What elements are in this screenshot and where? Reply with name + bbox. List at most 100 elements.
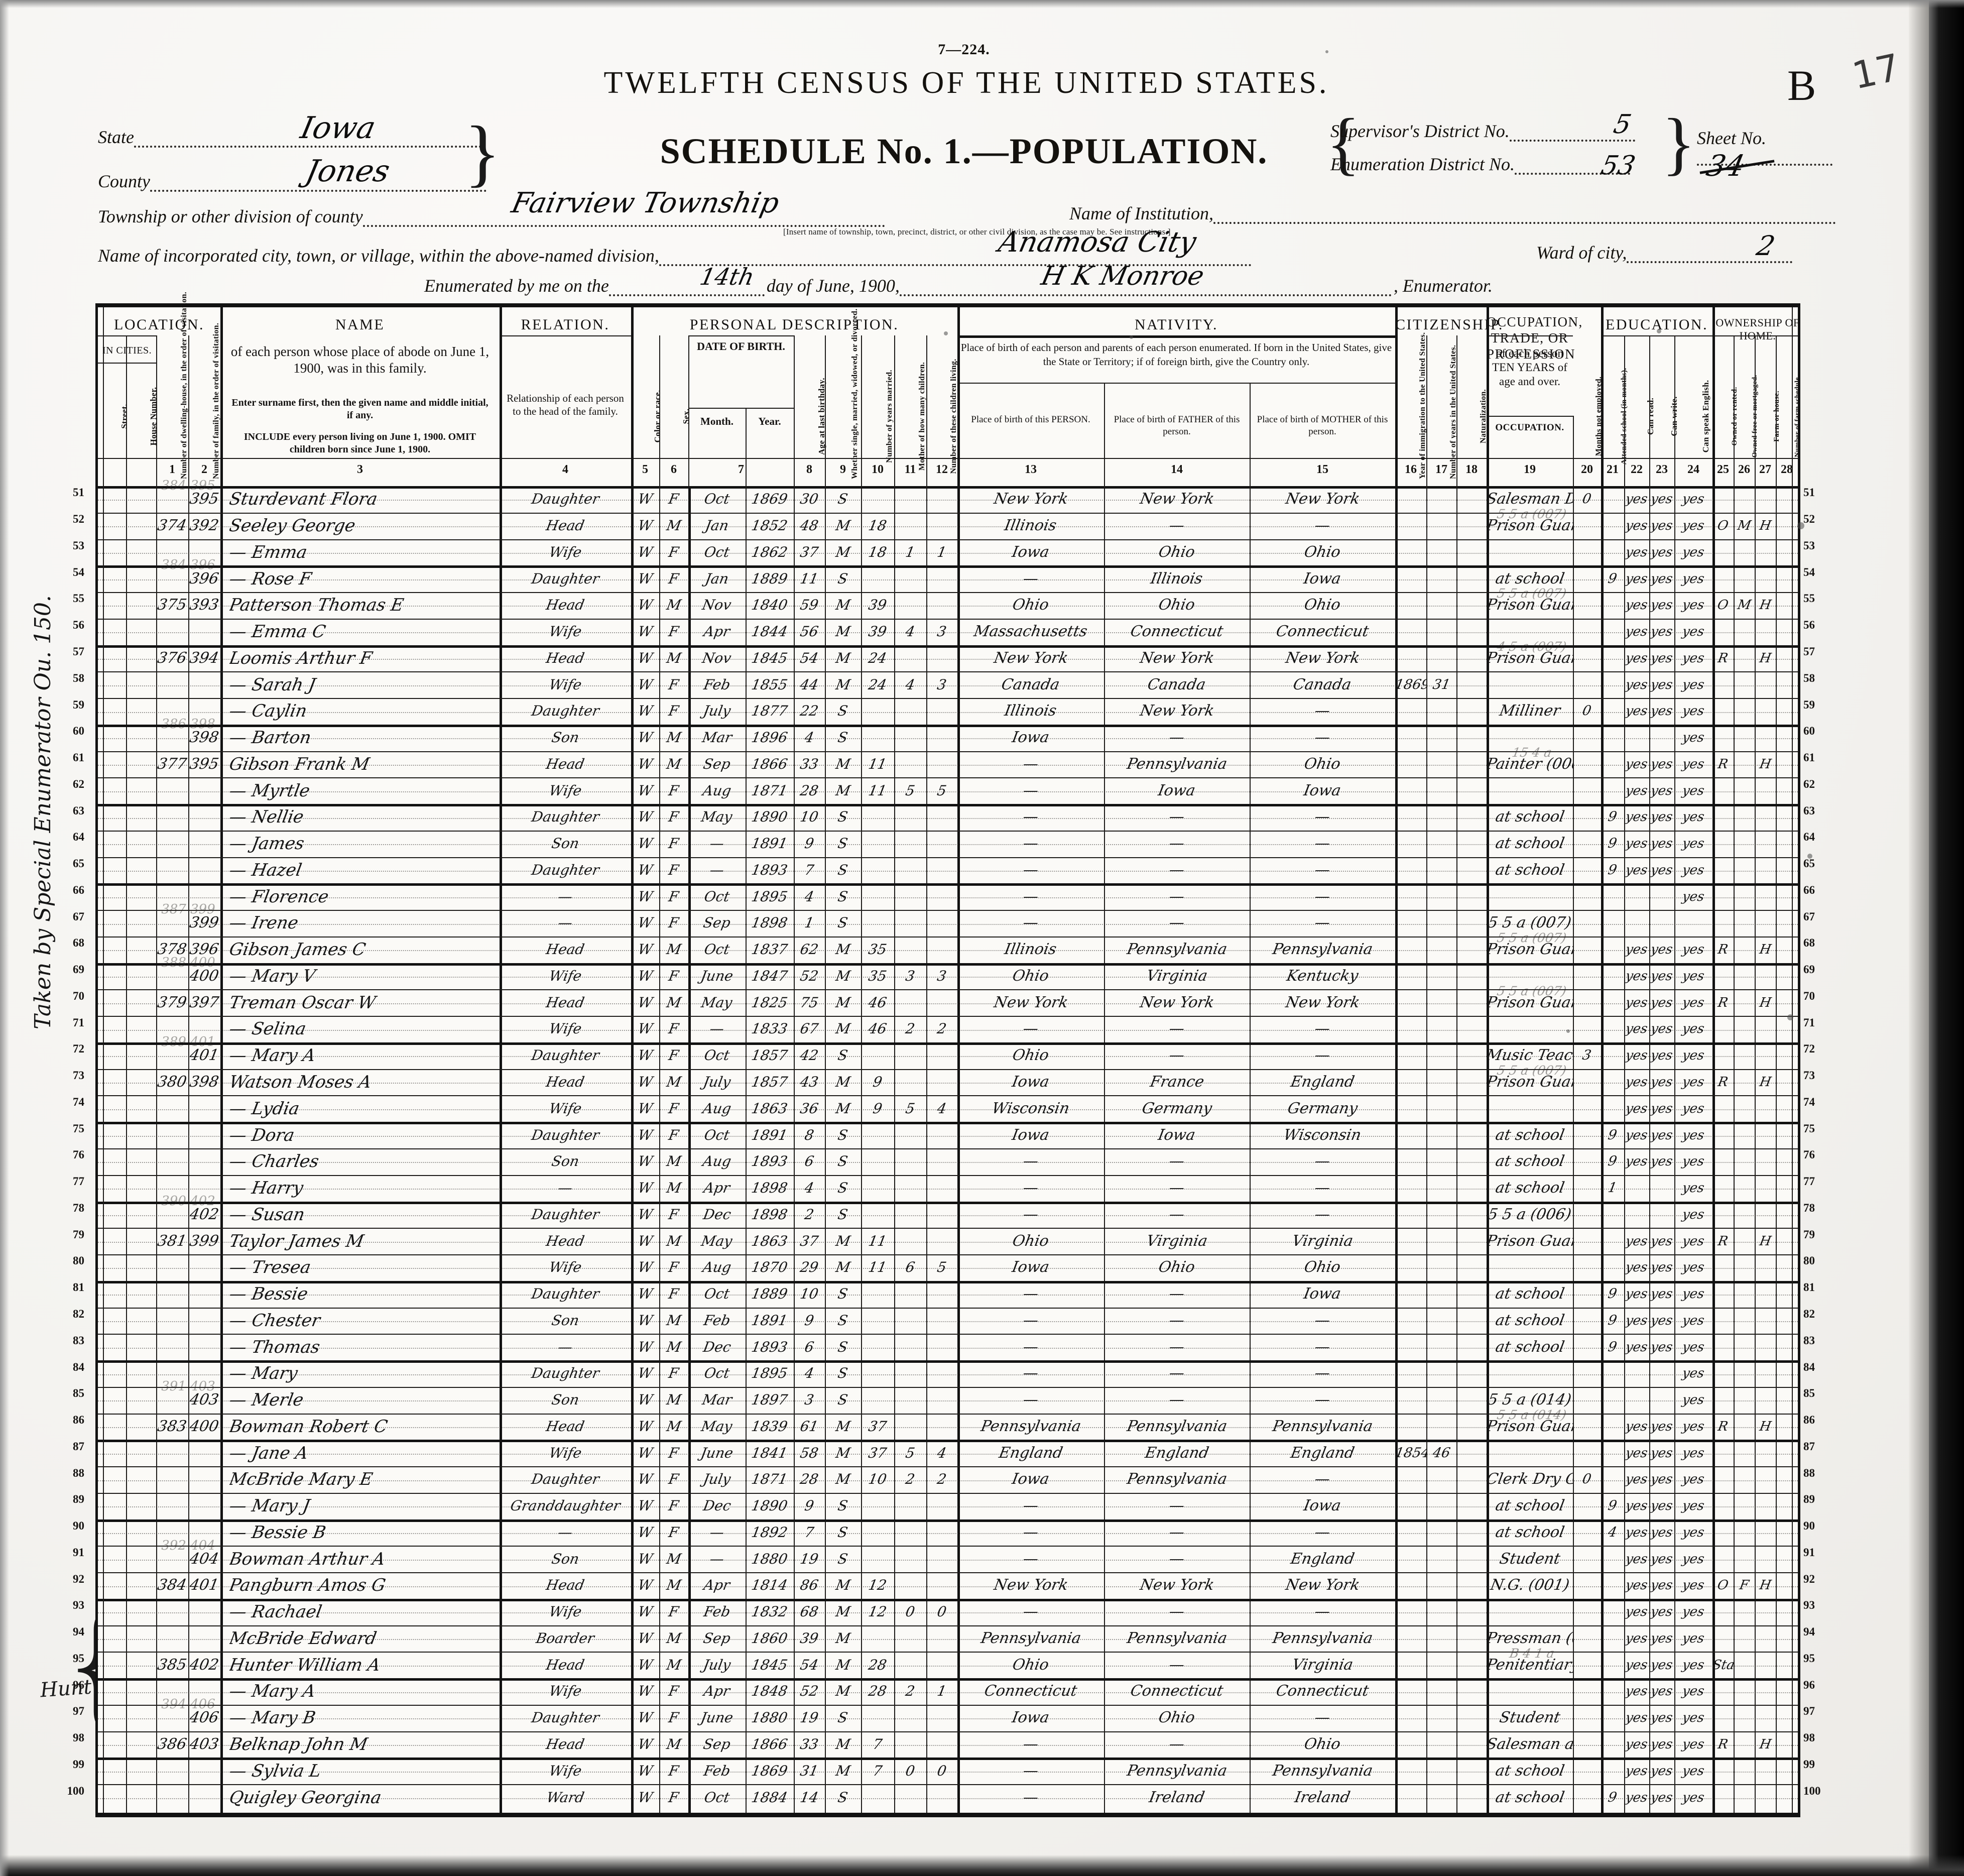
table-column-divider — [1104, 383, 1105, 486]
table-row-divider — [98, 1042, 1798, 1045]
table-cell-age: 58 — [799, 1444, 820, 1461]
table-cell-year: 1898 — [750, 1180, 789, 1197]
table-cell-age: 11 — [799, 570, 820, 587]
table-cell-bp: — — [1022, 887, 1040, 905]
table-cell-year: 1844 — [750, 623, 789, 640]
table-cell-moc: 2 — [904, 1020, 916, 1037]
table-cell-occ: Prison Guard — [1487, 1232, 1573, 1250]
table-cell-eng: yes — [1681, 1551, 1706, 1567]
table-cell-ms: S — [836, 1550, 849, 1567]
table-cell-name: — Myrtle — [229, 780, 312, 801]
table-cell-sex: F — [667, 808, 680, 826]
table-cell-race: W — [636, 649, 654, 666]
table-cell-month: Oct — [703, 1365, 731, 1382]
table-cell-age: 10 — [799, 808, 820, 826]
table-cell-occupation-code: 5 5 a (007) — [1496, 983, 1568, 998]
table-row-divider — [98, 857, 1798, 858]
table-cell-rel: Head — [545, 649, 586, 666]
table-cell-sex: F — [667, 1259, 680, 1276]
table-cell-ym: 11 — [867, 1259, 888, 1276]
table-cell-bm: Virginia — [1290, 1232, 1355, 1250]
table-row-divider — [98, 1413, 1798, 1415]
table-cell-year: 1852 — [750, 517, 789, 534]
table-cell-rel: Wife — [548, 1100, 583, 1117]
table-cell-year: 1860 — [750, 1629, 789, 1647]
row-number-left: 78 — [73, 1201, 84, 1214]
table-row-divider — [98, 1228, 1798, 1229]
table-cell-month: May — [700, 1418, 734, 1435]
table-cell-ms: S — [836, 491, 849, 508]
sheet-no-field: Sheet No. — [1697, 128, 1832, 166]
table-column-divider — [1734, 335, 1735, 486]
table-cell-fam: 399 — [188, 1232, 220, 1250]
table-cell-ms: S — [836, 1206, 849, 1223]
table-cell-bm: — — [1313, 1603, 1332, 1621]
scan-edge-right — [1929, 0, 1964, 1876]
table-cell-rel: Wife — [548, 543, 583, 560]
table-column-divider — [1624, 486, 1625, 1813]
table-cell-age: 37 — [799, 1232, 820, 1249]
table-cell-ms: S — [836, 1285, 849, 1303]
table-column-divider — [861, 486, 862, 1813]
table-cell-rel: Son — [550, 1312, 581, 1329]
table-cell-bf: — — [1168, 835, 1186, 853]
table-cell-ms: S — [836, 861, 849, 878]
table-cell-bf: Iowa — [1157, 1126, 1197, 1144]
table-row-divider — [98, 1757, 1798, 1761]
table-cell-sex: M — [665, 1629, 683, 1647]
table-cell-occ: at school — [1494, 1179, 1566, 1197]
table-cell-year: 1871 — [750, 1471, 789, 1488]
table-cell-eng: yes — [1681, 1578, 1706, 1593]
table-cell-bp: — — [1022, 781, 1040, 799]
table-cell-read: yes — [1624, 1445, 1649, 1461]
table-cell-race: W — [636, 1073, 654, 1090]
table-cell-bp: New York — [992, 1576, 1069, 1594]
table-cell-ym: 37 — [867, 1444, 888, 1461]
table-cell-own: O — [1716, 1578, 1730, 1593]
table-cell-race: W — [636, 1603, 654, 1620]
table-cell-dwelling-pencil: 392 404 — [161, 1538, 215, 1553]
table-cell-mocl: 1 — [936, 1683, 948, 1700]
row-number-right: 75 — [1803, 1122, 1815, 1135]
table-cell-eng: yes — [1681, 1260, 1706, 1275]
row-number-left: 96 — [73, 1678, 84, 1691]
table-cell-bp: — — [1022, 914, 1040, 932]
table-cell-bm: Iowa — [1302, 1285, 1342, 1303]
table-cell-occ: N.G. (001) — [1489, 1576, 1571, 1594]
table-cell-bf: — — [1168, 914, 1186, 932]
table-cell-read: yes — [1624, 1419, 1649, 1434]
table-cell-sex: F — [667, 1126, 680, 1143]
table-cell-ms: M — [834, 1656, 852, 1673]
table-cell-race: W — [636, 1232, 654, 1249]
table-cell-eng: yes — [1681, 1021, 1706, 1037]
table-cell-month: Oct — [703, 1047, 731, 1064]
row-guide-line — [98, 1453, 1798, 1455]
table-cell-sex: M — [665, 941, 683, 958]
table-cell-write: yes — [1649, 650, 1674, 666]
table-cell-moc: 1 — [904, 543, 916, 560]
table-row-divider — [688, 408, 794, 409]
table-cell-month: Oct — [703, 1789, 731, 1806]
table-cell-read: yes — [1624, 704, 1649, 719]
table-cell-bf: — — [1168, 1179, 1186, 1197]
table-column-divider — [746, 486, 747, 1813]
table-cell-eng: yes — [1681, 1048, 1706, 1064]
table-cell-sex: F — [667, 543, 680, 560]
table-cell-dwelling-pencil: 389 401 — [161, 1034, 215, 1050]
row-number-right: 63 — [1803, 804, 1815, 817]
table-cell-sex: M — [665, 1073, 683, 1090]
table-cell-school: 9 — [1607, 1127, 1619, 1143]
table-cell-occ: Milliner — [1498, 702, 1562, 720]
table-cell-name: — Lydia — [229, 1098, 301, 1119]
row-number-left: 84 — [73, 1360, 84, 1373]
table-cell-sex: F — [667, 861, 680, 878]
table-column-number: 8 — [806, 463, 812, 476]
table-cell-year: 1889 — [750, 570, 789, 587]
table-cell-age: 33 — [799, 1735, 820, 1752]
table-cell-age: 30 — [799, 491, 820, 508]
table-cell-eng: yes — [1681, 1657, 1706, 1673]
table-header-vertical: Mother of how many children. — [918, 362, 927, 471]
table-cell-name: — Mary A — [229, 1681, 317, 1702]
row-number-right: 62 — [1803, 777, 1815, 790]
table-column-number: 6 — [671, 463, 677, 476]
